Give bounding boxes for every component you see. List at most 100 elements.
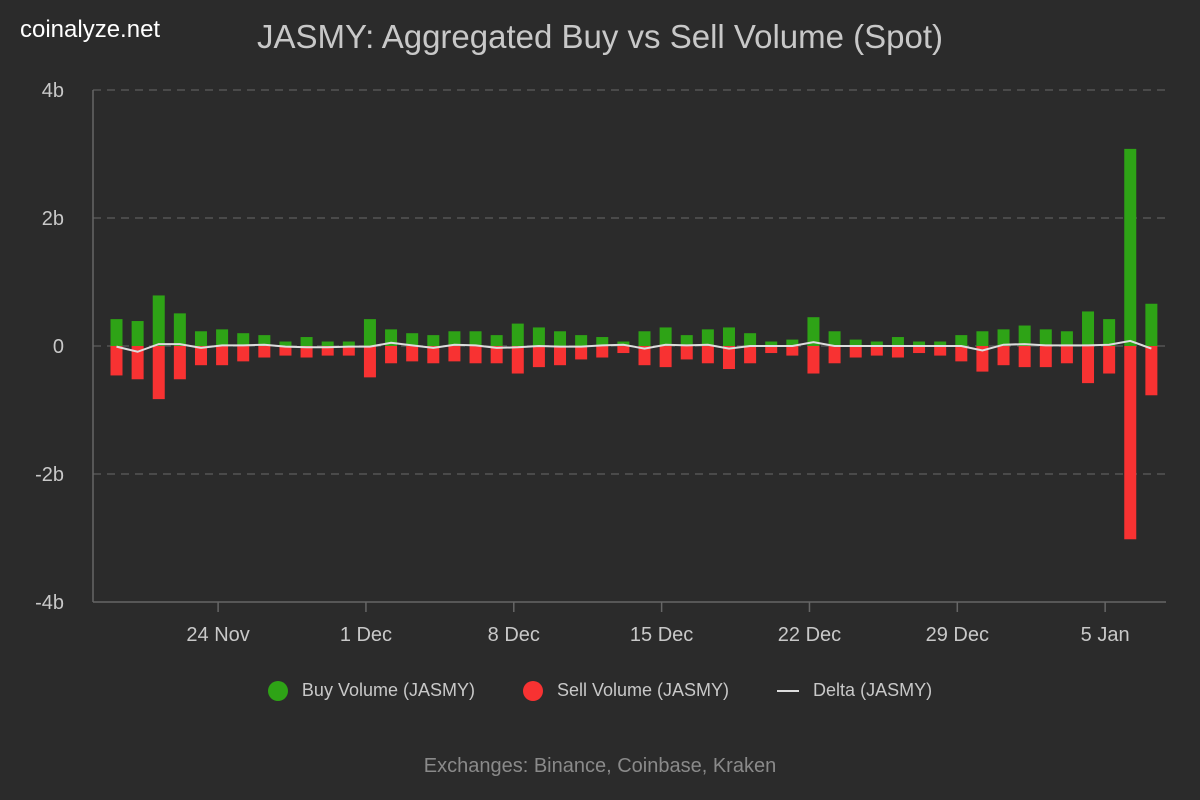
buy-bar	[722, 327, 735, 346]
sell-bar	[997, 346, 1010, 366]
sell-bar	[617, 346, 630, 354]
chart-title-text: JASMY: Aggregated Buy vs Sell Volume (Sp…	[256, 18, 944, 55]
buy-bar	[152, 295, 165, 346]
legend-buy[interactable]: Buy Volume (JASMY)	[267, 680, 475, 701]
y-tick-label: 4b	[42, 80, 64, 102]
buy-bar	[680, 335, 693, 346]
x-tick-label: 8 Dec	[488, 624, 540, 646]
sell-dot-icon	[522, 680, 543, 701]
sell-bar	[680, 346, 693, 360]
sell-bar	[258, 346, 271, 358]
buy-bar	[237, 333, 250, 346]
buy-bar	[511, 323, 524, 346]
x-tick-label: 29 Dec	[926, 624, 989, 646]
buy-bar	[427, 335, 440, 346]
sell-bar	[110, 346, 123, 376]
buy-bar	[490, 335, 503, 346]
sell-bar	[216, 346, 229, 366]
sell-bar	[596, 346, 609, 358]
buy-bar	[321, 341, 334, 346]
buy-bar	[828, 331, 841, 346]
sell-bar	[1124, 346, 1137, 540]
exchanges-footer: Exchanges: Binance, Coinbase, Kraken	[423, 755, 777, 777]
buy-bar	[638, 331, 651, 346]
y-tick-label: 2b	[42, 208, 64, 230]
sell-bar	[194, 346, 207, 366]
sell-bar	[385, 346, 398, 364]
sell-bar	[342, 346, 355, 356]
sell-bar	[1039, 346, 1052, 368]
buy-bar	[786, 339, 799, 346]
y-tick-label: -2b	[35, 464, 64, 486]
buy-bar	[173, 313, 186, 346]
sell-bar	[321, 346, 334, 356]
delta-line	[116, 339, 1152, 353]
buy-bar	[870, 341, 883, 346]
sell-bar	[786, 346, 799, 356]
buy-bar	[300, 337, 313, 346]
sell-bar	[913, 346, 926, 354]
y-tick-label: 0	[53, 336, 64, 358]
sell-bar	[722, 346, 735, 370]
x-tick-label: 1 Dec	[340, 624, 392, 646]
buy-bar	[110, 319, 123, 346]
buy-bar	[596, 337, 609, 346]
buy-bar	[891, 337, 904, 346]
legend-delta[interactable]: Delta (JASMY)	[777, 680, 932, 701]
buy-bar	[1060, 331, 1073, 346]
sell-bar	[955, 346, 968, 362]
sell-bar	[152, 346, 165, 400]
buy-bar	[976, 331, 989, 346]
buy-bar	[701, 329, 714, 346]
sell-bar	[870, 346, 883, 356]
y-tick-label: -4b	[35, 592, 64, 614]
buy-bar	[279, 341, 292, 346]
buy-bar	[1018, 325, 1031, 346]
sell-bar	[131, 346, 144, 380]
buy-bar	[406, 333, 419, 346]
sell-bar	[1145, 346, 1158, 396]
sell-bar	[554, 346, 567, 366]
chart-title: JASMY: Aggregated Buy vs Sell Volume (Sp…	[0, 18, 1200, 56]
x-tick-label: 22 Dec	[778, 624, 841, 646]
buy-bar	[216, 329, 229, 346]
sell-bar	[279, 346, 292, 356]
buy-bar	[765, 341, 778, 346]
legend: Buy Volume (JASMY) Sell Volume (JASMY) D…	[0, 680, 1200, 701]
buy-bar	[532, 327, 545, 346]
sell-bar	[427, 346, 440, 364]
buy-bar	[659, 327, 672, 346]
sell-bar	[1060, 346, 1073, 364]
buy-bar	[849, 339, 862, 346]
sell-bar	[659, 346, 672, 368]
sell-bar	[891, 346, 904, 358]
sell-bar	[807, 346, 820, 374]
delta-line-icon	[777, 689, 800, 692]
buy-bar	[955, 335, 968, 346]
buy-bar	[554, 331, 567, 346]
buy-bar	[194, 331, 207, 346]
buy-bar	[363, 319, 376, 346]
legend-delta-label: Delta (JASMY)	[813, 680, 933, 700]
buy-bar	[1082, 311, 1095, 346]
buy-bar	[448, 331, 461, 346]
buy-bar	[997, 329, 1010, 346]
sell-bar	[765, 346, 778, 354]
buy-bar	[575, 335, 588, 346]
sell-bar	[638, 346, 651, 366]
sell-bar	[701, 346, 714, 364]
sell-bar	[575, 346, 588, 360]
buy-bar	[469, 331, 482, 346]
sell-bar	[300, 346, 313, 358]
buy-dot-icon	[267, 680, 288, 701]
buy-bar	[1145, 303, 1158, 346]
x-tick-label: 24 Nov	[186, 624, 249, 646]
legend-sell[interactable]: Sell Volume (JASMY)	[522, 680, 729, 701]
sell-bar	[237, 346, 250, 362]
x-tick-label: 15 Dec	[630, 624, 693, 646]
sell-bar	[448, 346, 461, 362]
sell-bar	[532, 346, 545, 368]
buy-bar	[1103, 319, 1116, 346]
brand-logo: coinalyze.net	[20, 16, 161, 43]
sell-bar	[173, 346, 186, 380]
